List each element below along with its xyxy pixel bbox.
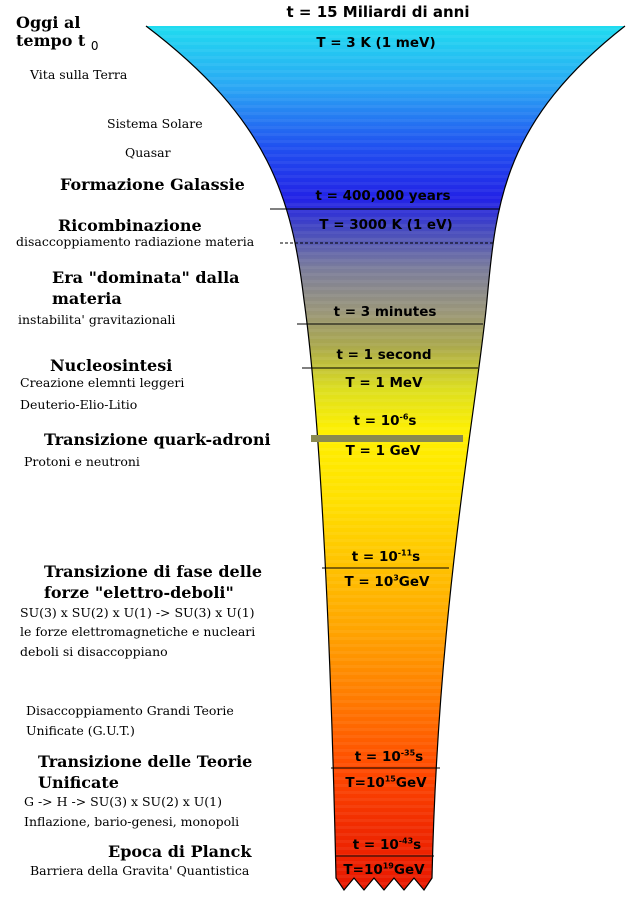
label-time-1e-35: t = 10-35s <box>354 748 424 765</box>
label-forces-decouple-1: le forze elettromagnetiche e nucleari <box>20 624 256 639</box>
label-inflation-baryogenesis: Inflazione, bario-genesi, monopoli <box>24 814 240 829</box>
heading-planck-epoch: Epoca di Planck <box>108 842 252 861</box>
label-symmetry-breaking-gut: G -> H -> SU(3) x SU(2) x U(1) <box>24 794 223 809</box>
label-temp-3000k: T = 3000 K (1 eV) <box>319 217 453 233</box>
label-gut-decoupling-2: Unificate (G.U.T.) <box>26 723 135 738</box>
label-life-on-earth: Vita sulla Terra <box>30 67 128 82</box>
label-forces-decouple-2: deboli si disaccoppiano <box>20 644 168 659</box>
label-symmetry-breaking-ew: SU(3) x SU(2) x U(1) -> SU(3) x U(1) <box>20 605 255 620</box>
label-temp-1e3-gev: T = 103GeV <box>344 573 430 590</box>
heading-today: Oggi al tempo t 0 <box>16 13 99 54</box>
heading-matter-era: Era "dominata" dalla materia <box>52 268 240 308</box>
heading-nucleosynthesis: Nucleosintesi <box>50 356 173 375</box>
label-quasar: Quasar <box>125 145 171 160</box>
heading-recombination: Ricombinazione <box>58 216 202 235</box>
label-temp-1e19-gev: T=1019GeV <box>343 861 425 878</box>
heading-electroweak-transition: Transizione di fase delle forze "elettro… <box>44 562 263 602</box>
heading-quark-hadron: Transizione quark-adroni <box>44 430 271 449</box>
label-temp-1gev: T = 1 GeV <box>345 443 421 459</box>
label-time-1e-11: t = 10-11s <box>351 548 421 565</box>
label-time-1e-43: t = 10-43s <box>352 836 422 853</box>
funnel-outline <box>145 25 626 892</box>
label-solar-system: Sistema Solare <box>107 116 203 131</box>
label-protons-neutrons: Protoni e neutroni <box>24 454 140 469</box>
label-temp-now: T = 3 K (1 meV) <box>316 35 436 51</box>
label-gravitational-instability: instabilita' gravitazionali <box>18 312 176 327</box>
label-temp-1mev: T = 1 MeV <box>345 375 423 391</box>
label-deuterium-helium-lithium: Deuterio-Elio-Litio <box>20 397 138 412</box>
label-time-3-minutes: t = 3 minutes <box>333 304 437 320</box>
heading-galaxy-formation: Formazione Galassie <box>60 175 245 194</box>
label-light-elements: Creazione elemnti leggeri <box>20 375 185 390</box>
label-radiation-matter-decoupling: disaccoppiamento radiazione materia <box>16 234 255 249</box>
label-time-1-second: t = 1 second <box>336 347 432 363</box>
label-quantum-gravity-barrier: Barriera della Gravita' Quantistica <box>30 863 250 878</box>
label-time-1e-6: t = 10-6s <box>353 412 417 429</box>
label-time-now: t = 15 Miliardi di anni <box>286 3 470 21</box>
heading-unified-theories-transition: Transizione delle Teorie Unificate <box>38 752 253 792</box>
label-time-400k: t = 400,000 years <box>315 188 451 204</box>
label-gut-decoupling-1: Disaccoppiamento Grandi Teorie <box>26 703 234 718</box>
label-temp-1e15-gev: T=1015GeV <box>345 774 427 791</box>
band-quark-hadron <box>311 435 463 442</box>
